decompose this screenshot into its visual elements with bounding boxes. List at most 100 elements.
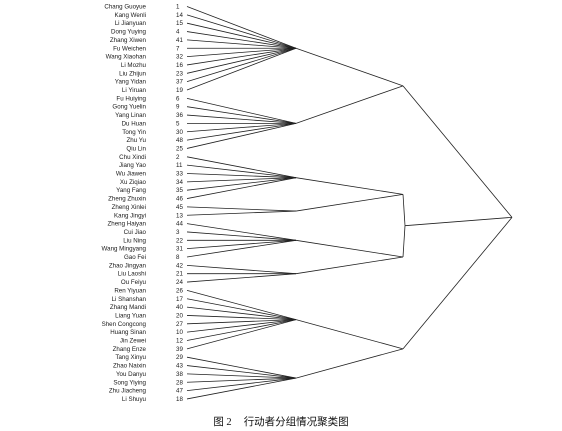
leaf-id-label: 19 bbox=[176, 87, 183, 94]
leaf-id-label: 38 bbox=[176, 371, 183, 378]
leaf-id-label: 7 bbox=[176, 45, 180, 52]
dendrogram-branch bbox=[186, 97, 297, 124]
leaf-name-label: Chang Guoyue bbox=[104, 4, 146, 11]
leaf-name-label: Dong Yuying bbox=[111, 29, 147, 36]
dendrogram-branch bbox=[186, 164, 297, 179]
dendrogram-branch bbox=[186, 123, 297, 141]
leaf-name-label: Zheng Haiyan bbox=[107, 221, 146, 228]
leaf-id-label: 8 bbox=[176, 254, 180, 261]
leaf-name-label: Liu Ning bbox=[123, 237, 146, 244]
dendrogram-branch bbox=[186, 14, 297, 49]
dendrogram-branch bbox=[186, 123, 297, 133]
leaf-name-label: Liu Laoshi bbox=[118, 271, 146, 278]
dendrogram-branch bbox=[186, 156, 297, 179]
leaf-name-label: Zhao Naixin bbox=[113, 363, 147, 370]
leaf-id-label: 13 bbox=[176, 212, 183, 219]
dendrogram-branch bbox=[186, 123, 297, 149]
leaf-name-label: Fu Huiying bbox=[116, 95, 146, 102]
dendrogram-branch bbox=[186, 177, 297, 191]
leaf-name-label: Huang Sinan bbox=[110, 329, 146, 336]
leaf-id-label: 34 bbox=[176, 179, 183, 186]
leaf-id-label: 17 bbox=[176, 296, 183, 303]
leaf-id-label: 36 bbox=[176, 112, 183, 119]
dendrogram-branch bbox=[186, 239, 297, 250]
dendrogram-branch bbox=[186, 106, 297, 124]
leaf-id-label: 22 bbox=[176, 237, 183, 244]
leaf-name-label: Liu Zhijun bbox=[119, 70, 146, 77]
dendrogram-branch bbox=[186, 47, 297, 66]
leaf-id-label: 42 bbox=[176, 262, 183, 269]
leaf-id-label: 5 bbox=[176, 120, 180, 127]
leaf-id-label: 25 bbox=[176, 145, 183, 152]
leaf-id-label: 45 bbox=[176, 204, 183, 211]
leaf-name-label: Zheng Zhuxin bbox=[108, 196, 146, 203]
leaf-id-label: 2 bbox=[176, 154, 180, 161]
dendrogram-branch bbox=[186, 31, 297, 49]
leaf-name-label: Fu Weichen bbox=[113, 45, 146, 52]
leaf-id-label: 44 bbox=[176, 221, 183, 228]
leaf-name-label: Gao Fei bbox=[124, 254, 146, 261]
dendrogram-branch bbox=[295, 193, 404, 212]
leaf-id-label: 21 bbox=[176, 271, 183, 278]
leaf-id-label: 29 bbox=[176, 354, 183, 361]
leaf-name-label: Zhu Jiacheng bbox=[109, 388, 147, 395]
leaf-id-label: 12 bbox=[176, 338, 183, 345]
leaf-name-label: Kang Wenli bbox=[114, 12, 146, 19]
leaf-name-label: Shen Congcong bbox=[102, 321, 147, 328]
leaf-id-label: 9 bbox=[176, 104, 180, 111]
dendrogram-branch bbox=[186, 39, 297, 49]
dendrogram-branch bbox=[186, 173, 297, 179]
leaf-id-label: 15 bbox=[176, 20, 183, 27]
dendrogram-branch bbox=[186, 231, 297, 241]
leaf-id-label: 37 bbox=[176, 79, 183, 86]
dendrogram-branch bbox=[186, 373, 297, 379]
leaf-name-label: Kang Jingyi bbox=[114, 212, 146, 219]
dendrogram-branch bbox=[295, 239, 404, 258]
dendrogram-branch bbox=[186, 264, 297, 275]
leaf-name-label: Zhang Xiwen bbox=[110, 37, 147, 44]
dendrogram-branch bbox=[186, 319, 297, 341]
leaf-name-label: Liang Yuan bbox=[115, 312, 146, 319]
dendrogram-branch bbox=[295, 85, 404, 124]
leaf-id-label: 39 bbox=[176, 346, 183, 353]
dendrogram-branch bbox=[186, 356, 297, 379]
leaf-name-label: Tong Yin bbox=[122, 129, 146, 136]
leaf-id-label: 27 bbox=[176, 321, 183, 328]
leaf-name-label: Yang Fang bbox=[116, 187, 146, 194]
leaf-id-label: 41 bbox=[176, 37, 183, 44]
dendrogram-branch bbox=[295, 47, 404, 87]
leaf-name-label: Yang Linan bbox=[115, 112, 146, 119]
dendrogram-branch bbox=[186, 177, 297, 199]
leaf-id-label: 35 bbox=[176, 187, 183, 194]
dendrogram-branch bbox=[186, 6, 297, 49]
leaf-id-label: 48 bbox=[176, 137, 183, 144]
dendrogram-branch bbox=[186, 47, 297, 91]
leaf-id-label: 23 bbox=[176, 70, 183, 77]
leaf-id-label: 46 bbox=[176, 196, 183, 203]
caption-text: 行动者分组情况聚类图 bbox=[243, 417, 349, 428]
dendrogram-branch bbox=[186, 177, 297, 183]
leaf-name-label: You Danyu bbox=[116, 371, 147, 378]
leaf-name-label: Ou Feiyu bbox=[121, 279, 147, 286]
leaf-name-label: Li Jianyuan bbox=[115, 20, 147, 27]
leaf-id-label: 1 bbox=[176, 4, 180, 11]
dendrogram-branch bbox=[402, 194, 406, 226]
leaf-id-label: 3 bbox=[176, 229, 180, 236]
dendrogram-branch bbox=[404, 216, 513, 227]
dendrogram-branch bbox=[186, 377, 297, 383]
leaf-name-label: Tang Xinyu bbox=[115, 354, 146, 361]
leaf-name-label: Li Shanshan bbox=[112, 296, 147, 303]
leaf-name-label: Wu Jiawen bbox=[116, 171, 147, 178]
leaf-name-label: Zhang Mandi bbox=[110, 304, 146, 311]
dendrogram-branch bbox=[186, 377, 297, 391]
leaf-name-label: Wang Mingyang bbox=[102, 246, 147, 253]
dendrogram-canvas: Chang Guoyue 1 Kang Wenli 14 Li Jianyuan 15 Do… bbox=[102, 4, 513, 403]
dendrogram-branch bbox=[295, 319, 404, 350]
dendrogram-branch bbox=[186, 210, 297, 216]
leaf-name-label: Li Shuyu bbox=[122, 396, 147, 403]
leaf-name-label: Li Yiruan bbox=[122, 87, 147, 94]
leaf-id-label: 18 bbox=[176, 396, 183, 403]
leaf-id-label: 30 bbox=[176, 129, 183, 136]
leaf-name-label: Yang Yidan bbox=[115, 79, 147, 86]
leaf-name-label: Gong Yuelin bbox=[112, 104, 146, 111]
